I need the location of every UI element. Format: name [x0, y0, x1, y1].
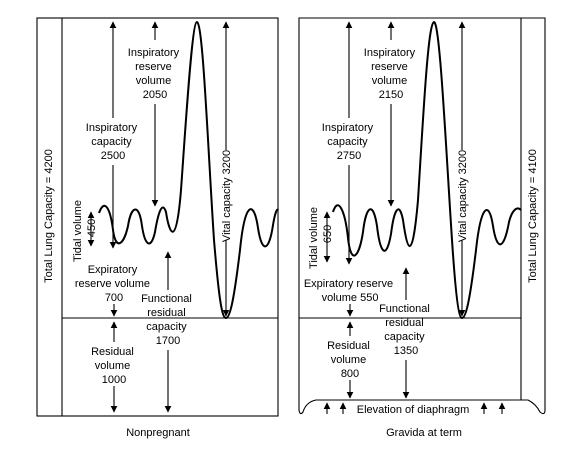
vital-capacity-label: Vital capacity 3200 — [457, 150, 469, 242]
tidal-volume-value: 650 — [322, 225, 334, 243]
tidal-volume-value: 450 — [86, 219, 98, 237]
frc-label: Functional residual capacity 1700 — [141, 293, 195, 347]
frc-label: Functional residual capacity 1350 — [379, 303, 433, 357]
total-lung-capacity-label: Total Lung Capacity = 4200 — [43, 149, 55, 283]
tidal-volume-label: Tidal volume — [308, 207, 320, 269]
tidal-volume-label: Tidal volume — [72, 200, 84, 262]
caption-gravida: Gravida at term — [386, 427, 462, 439]
rv-label: Residual volume 1000 — [91, 346, 137, 386]
vital-capacity-label: Vital capacity 3200 — [221, 150, 233, 242]
ic-label: Inspiratory capacity 2500 — [86, 122, 140, 162]
diaphragm-arrows — [323, 402, 506, 414]
panel-nonpregnant: Total Lung Capacity = 4200 Inspiratory c… — [36, 17, 279, 439]
panel-frame — [36, 17, 279, 417]
total-lung-capacity-label: Total Lung Capacity = 4100 — [527, 149, 539, 283]
diaphragm-label: Elevation of diaphragm — [357, 404, 470, 416]
spirometry-curve — [332, 20, 522, 320]
panel-frame — [298, 17, 546, 415]
erv-label: Expiratory reserve volume 700 — [75, 264, 153, 304]
rv-label: Residual volume 800 — [327, 340, 373, 380]
ic-label: Inspiratory capacity 2750 — [322, 122, 376, 162]
irv-label: Inspiratory reserve volume 2050 — [128, 47, 182, 101]
erv-label: Expiratory reserve volume 550 — [304, 278, 396, 304]
caption-nonpregnant: Nonpregnant — [126, 427, 190, 439]
panel-gravida: Total Lung Capacity = 4100 Inspiratory c… — [298, 17, 546, 439]
spirometry-curve — [98, 20, 279, 320]
irv-label: Inspiratory reserve volume 2150 — [364, 47, 418, 101]
